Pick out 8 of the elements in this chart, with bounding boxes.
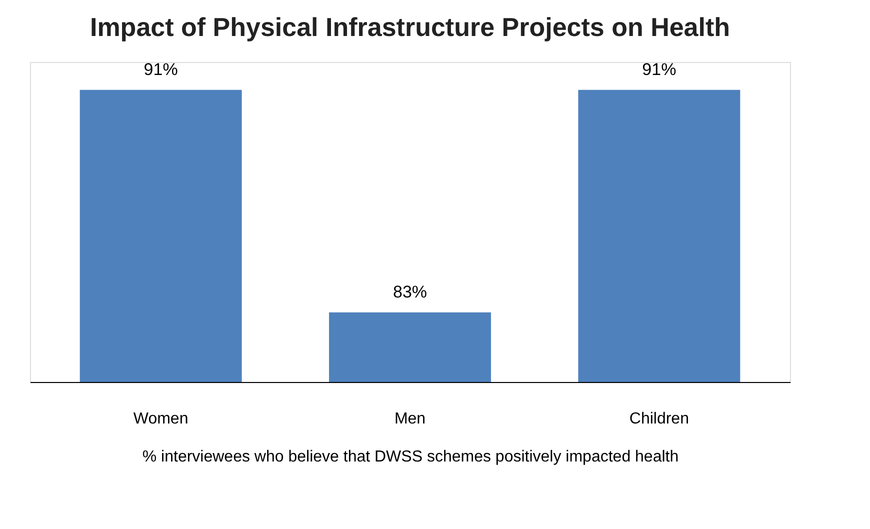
x-tick-label: Women — [133, 410, 188, 428]
x-axis-title: % interviewees who believe that DWSS schemes positively impacted health — [142, 448, 679, 466]
data-label: 83% — [392, 282, 428, 302]
data-label: 91% — [642, 60, 676, 79]
x-tick-label: Children — [629, 410, 689, 428]
data-label: 91% — [144, 60, 178, 79]
x-tick-label: Men — [394, 410, 426, 428]
chart-title: Impact of Physical Infrastructure Projects on Health — [90, 12, 730, 42]
